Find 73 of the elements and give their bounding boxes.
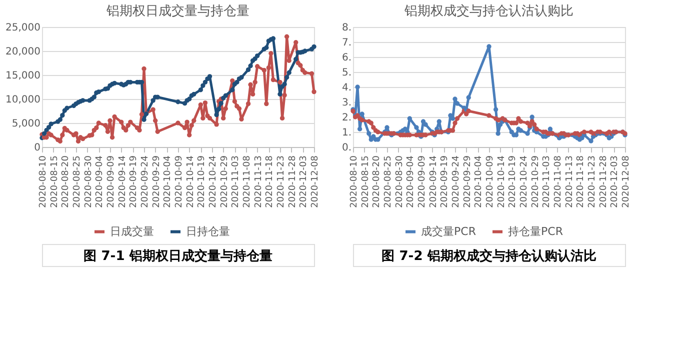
x-tick-label: 2020-09-04	[95, 155, 106, 208]
legend-label: 持仓量PCR	[508, 224, 564, 238]
x-tick-label: 2020-08-25	[384, 156, 394, 208]
x-tick-label: 2020-09-14	[428, 155, 439, 208]
x-tick-label: 2020-11-18	[265, 155, 276, 208]
y-tick-label: 5.	[342, 68, 352, 78]
x-tick-label: 2020-12-08	[622, 155, 632, 208]
chart-title: 铝期权成交与持仓认沽认购比	[404, 3, 574, 19]
x-tick-label: 2020-11-03	[231, 156, 242, 208]
y-tick-label: 15,000	[6, 70, 40, 82]
y-tick-label: 2.	[342, 112, 352, 124]
x-tick-label: 2020-12-08	[310, 155, 320, 208]
y-tick-label: 5,000	[12, 118, 40, 130]
x-tick-label: 2020-11-18	[576, 155, 586, 208]
y-tick-label: 1.	[342, 128, 352, 138]
x-tick-label: 2020-11-13	[254, 156, 264, 208]
x-tick-label: 2020-09-24	[452, 155, 462, 208]
x-tick-label: 2020-08-20	[372, 155, 382, 208]
x-tick-label: 2020-08-30	[394, 155, 405, 208]
x-tick-label: 2020-10-29	[220, 155, 230, 208]
x-tick-label: 2020-11-28	[598, 155, 609, 208]
x-tick-label: 2020-10-19	[508, 155, 518, 208]
y-tick-label: 8.	[342, 22, 352, 34]
x-tick-label: 2020-11-08	[242, 155, 252, 208]
x-tick-label: 2020-11-08	[554, 155, 564, 208]
x-tick-label: 2020-09-09	[418, 155, 428, 208]
legend-label: 日持仓量	[186, 224, 230, 238]
x-tick-label: 2020-11-28	[288, 155, 298, 208]
y-tick-label: 20,000	[6, 46, 40, 58]
y-tick-label: 6.	[342, 52, 352, 64]
x-tick-label: 2020-12-03	[299, 156, 310, 208]
x-tick-label: 2020-08-25	[72, 156, 82, 208]
y-tick-label: 25,000	[6, 22, 40, 34]
x-tick-label: 2020-11-23	[276, 156, 286, 208]
legend-label: 日成交量	[110, 224, 154, 238]
chart-title: 铝期权日成交量与持仓量	[106, 3, 250, 19]
x-tick-label: 2020-10-14	[496, 155, 507, 208]
x-tick-label: 2020-11-13	[564, 156, 575, 208]
x-tick-label: 2020-08-15	[360, 156, 371, 208]
x-tick-label: 2020-08-20	[61, 155, 72, 208]
y-tick-label: 0.	[342, 142, 352, 154]
x-tick-label: 2020-08-10	[38, 155, 48, 208]
x-tick-label: 2020-09-14	[118, 155, 128, 208]
x-tick-label: 2020-09-04	[406, 155, 416, 208]
y-tick-label: 4.	[342, 82, 352, 94]
x-tick-label: 2020-09-09	[106, 155, 116, 208]
x-tick-label: 2020-09-19	[440, 155, 450, 208]
x-tick-label: 2020-11-03	[542, 156, 552, 208]
caption: 图 7-2 铝期权成交与持仓认购认沽比	[382, 248, 596, 264]
x-tick-label: 2020-09-24	[140, 155, 150, 208]
x-tick-label: 2020-10-24	[520, 155, 530, 208]
x-tick-label: 2020-10-09	[486, 155, 496, 208]
x-tick-label: 2020-10-24	[208, 155, 218, 208]
x-tick-label: 2020-11-23	[588, 156, 598, 208]
x-tick-label: 2020-08-15	[50, 156, 60, 208]
x-tick-label: 2020-10-14	[186, 155, 196, 208]
y-tick-label: 10,000	[6, 94, 40, 106]
x-tick-label: 2020-10-04	[163, 155, 174, 208]
x-tick-label: 2020-09-29	[462, 155, 473, 208]
x-tick-label: 2020-10-29	[530, 155, 541, 208]
legend-label: 成交量PCR	[421, 224, 476, 238]
x-tick-label: 2020-09-19	[129, 155, 140, 208]
x-tick-label: 2020-10-04	[474, 155, 484, 208]
x-tick-label: 2020-08-10	[350, 155, 360, 208]
x-tick-label: 2020-10-19	[197, 155, 208, 208]
y-tick-label: 3.	[342, 98, 352, 108]
y-tick-label: 7.	[342, 38, 352, 48]
x-tick-label: 2020-09-29	[152, 155, 162, 208]
y-tick-label: 0	[34, 142, 40, 154]
x-tick-label: 2020-12-03	[610, 156, 620, 208]
x-tick-label: 2020-08-30	[84, 155, 94, 208]
x-tick-label: 2020-10-09	[174, 155, 184, 208]
caption: 图 7-1 铝期权日成交量与持仓量	[84, 248, 272, 264]
